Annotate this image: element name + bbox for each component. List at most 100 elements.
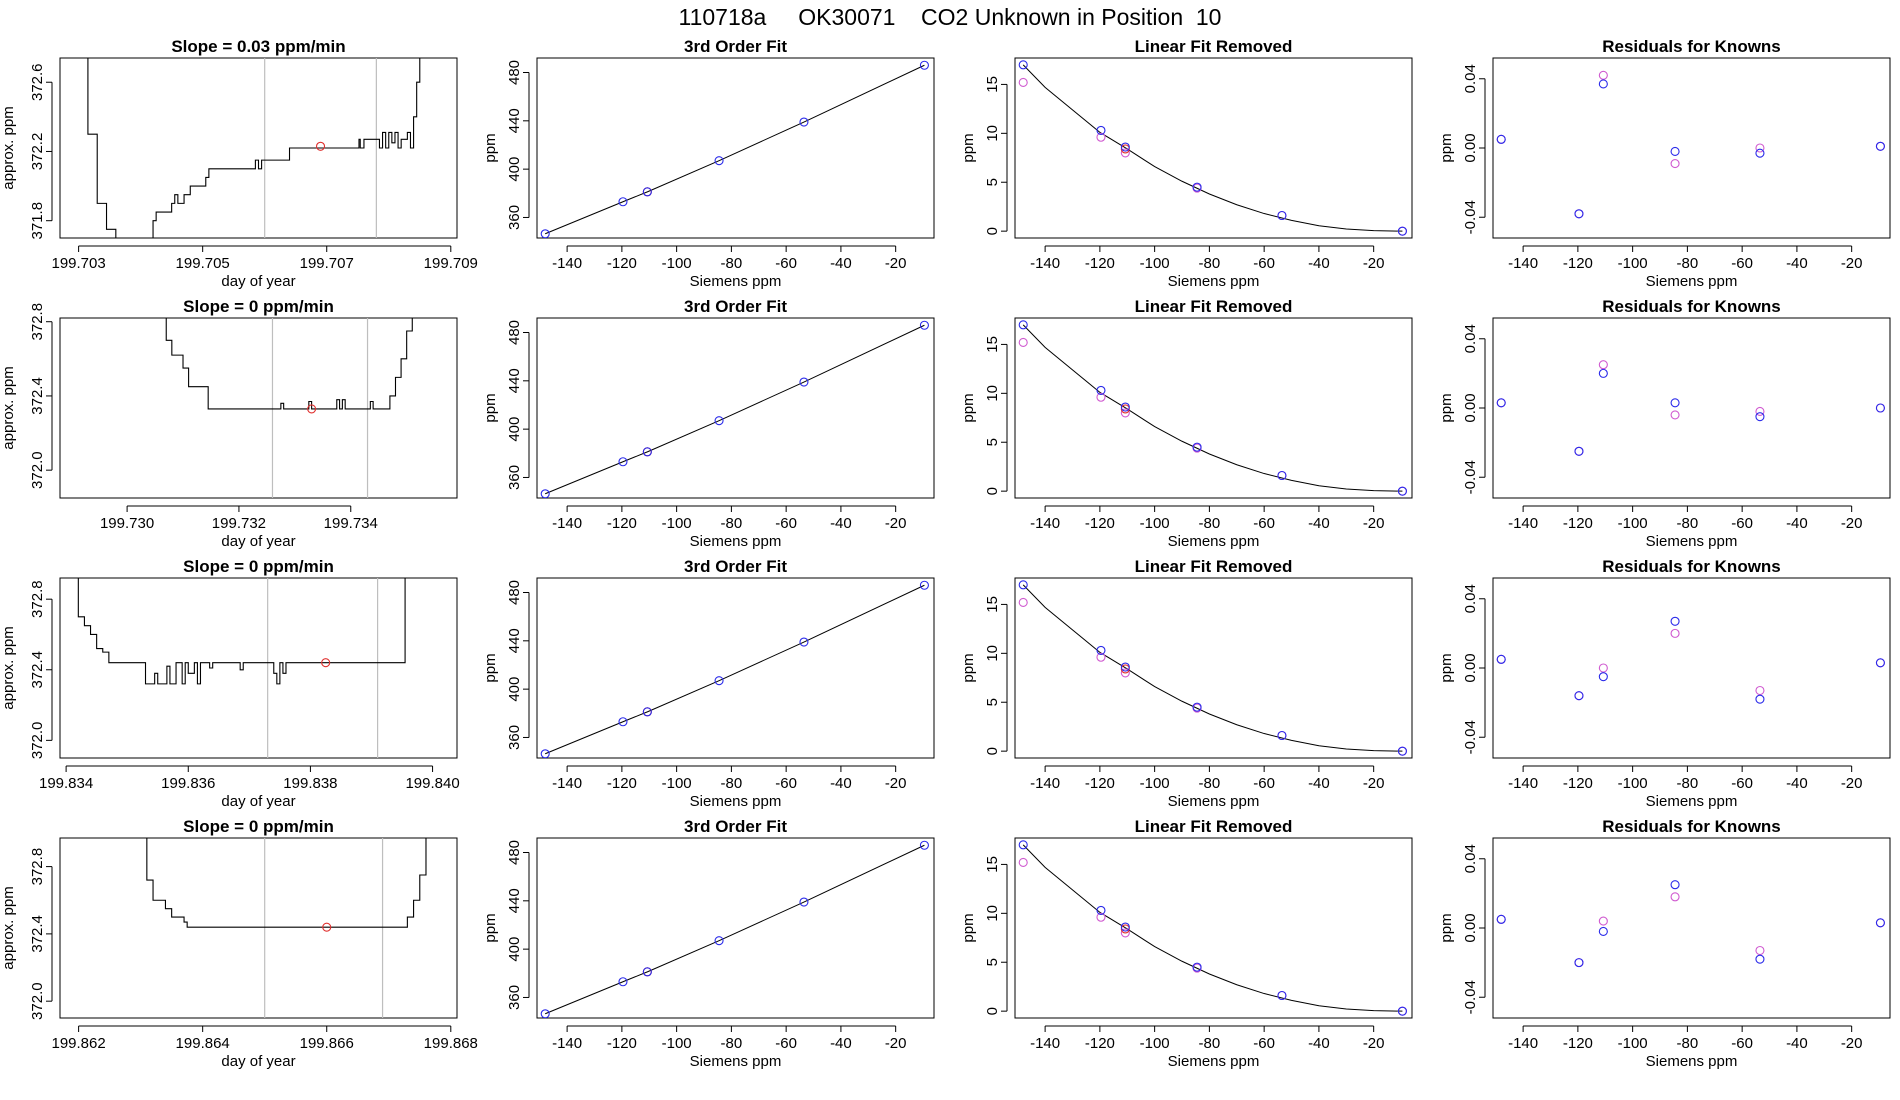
y-tick-label: 15 [984,596,1001,613]
x-tick-label: -80 [1677,1035,1699,1052]
x-tick-label: -100 [1140,515,1170,532]
series-line [77,578,406,685]
y-axis-label: ppm [482,393,499,422]
point-magenta [1096,132,1106,142]
point-blue [1192,182,1202,192]
x-tick-label: -60 [775,255,797,272]
plot-frame [1492,837,1891,1019]
panel-title: Residuals for Knowns [1602,817,1781,836]
y-tick-label: 480 [506,580,523,605]
x-tick-label: -100 [662,1035,692,1052]
x-tick-label: -20 [1841,1035,1863,1052]
panel-r4c2: 3rd Order Fit -140 -120 -100 -80 -60 -40 -20 Sie… [482,817,935,1070]
plot-frame [1492,317,1891,499]
y-tick-label: 372.4 [29,915,46,953]
plot-area [1018,840,1407,1016]
panel-title: Slope = 0 ppm/min [183,297,334,316]
plot-area [77,578,406,758]
x-axis-label: day of year [221,273,295,290]
point-blue [642,187,652,197]
panel-title: Slope = 0 ppm/min [183,557,334,576]
x-tick-label: -140 [1030,515,1060,532]
plot-area [1496,70,1885,219]
y-tick-label: 0 [984,1007,1001,1015]
point-blue [1598,926,1608,937]
x-tick-label: 199.838 [283,775,337,792]
y-tick-label: 372.6 [29,63,46,101]
panel-r4c3: Linear Fit Removed -140 -120 -100 -80 -60 -40 -… [960,817,1413,1070]
x-tick-label: -120 [607,1035,637,1052]
x-tick-label: -140 [1508,775,1538,792]
x-tick-label: -140 [1508,515,1538,532]
x-tick-label: -60 [1253,515,1275,532]
fit-line [545,584,925,755]
y-tick-label: 400 [506,937,523,962]
x-tick-label: 199.862 [51,1035,105,1052]
x-tick-label: -140 [552,255,582,272]
y-tick-label: 372.2 [29,133,46,171]
panel-title: Slope = 0 ppm/min [183,817,334,836]
x-tick-label: -20 [1841,515,1863,532]
y-tick-label: 372.4 [29,651,46,689]
point-magenta [1120,928,1130,938]
fit-curve [1022,324,1403,492]
x-axis-label: Siemens ppm [1646,793,1738,810]
x-tick-label: -100 [1618,255,1648,272]
point-blue [1755,412,1765,422]
x-tick-label: -60 [1731,1035,1753,1052]
y-tick-label: 5 [984,178,1001,186]
point-blue [1755,954,1765,964]
plot-frame [59,837,458,1019]
y-tick-label: 0.00 [1462,393,1479,422]
x-axis-label: day of year [221,1053,295,1070]
x-tick-label: -140 [1030,1035,1060,1052]
y-tick-label: 372.8 [29,848,46,886]
point-blue [1875,658,1885,668]
y-tick-label: 440 [506,888,523,913]
plot-frame [1014,577,1413,759]
mean-point [307,404,317,414]
panel-r3c4: Residuals for Knowns -140 -120 -100 -80 -60 -4… [1438,557,1891,810]
y-tick-label: 5 [984,438,1001,446]
y-tick-label: 0.04 [1462,64,1479,93]
fit-curve [1022,584,1403,752]
plot-frame [59,317,458,499]
point-blue [540,489,550,498]
x-tick-label: -20 [1363,1035,1385,1052]
y-axis-label: approx. ppm [0,106,17,189]
point-blue [714,676,724,686]
y-tick-label: 10 [984,645,1001,662]
x-axis-label: Siemens ppm [1646,533,1738,550]
point-magenta [1755,685,1765,696]
panel-r2c4: Residuals for Knowns -140 -120 -100 -80 -60 -4… [1438,297,1891,550]
x-axis-label: Siemens ppm [690,273,782,290]
plot-area [1018,60,1407,236]
x-tick-label: -60 [775,775,797,792]
x-tick-label: -20 [1363,775,1385,792]
x-tick-label: -20 [1363,515,1385,532]
y-tick-label: 372.0 [29,982,46,1020]
x-tick-label: -120 [607,255,637,272]
x-tick-label: -60 [1253,255,1275,272]
point-blue [1670,146,1680,157]
x-tick-label: 199.866 [300,1035,354,1052]
point-blue [1397,746,1407,756]
point-blue [1192,962,1202,972]
point-blue [714,416,724,426]
x-tick-label: -80 [721,515,743,532]
panel-title: Residuals for Knowns [1602,37,1781,56]
point-blue [1096,645,1106,655]
panel-r4c4: Residuals for Knowns -140 -120 -100 -80 -60 -4… [1438,817,1891,1070]
y-tick-label: 480 [506,320,523,345]
x-tick-label: -40 [830,1035,852,1052]
point-magenta [1598,663,1608,673]
point-blue [919,60,929,70]
panel-title: 3rd Order Fit [684,37,787,56]
point-magenta [1018,857,1028,868]
y-tick-label: 10 [984,905,1001,922]
point-magenta [1755,945,1765,956]
x-tick-label: -40 [1308,775,1330,792]
y-axis-label: ppm [482,133,499,162]
point-blue [1018,580,1028,590]
plot-area [1496,880,1885,968]
